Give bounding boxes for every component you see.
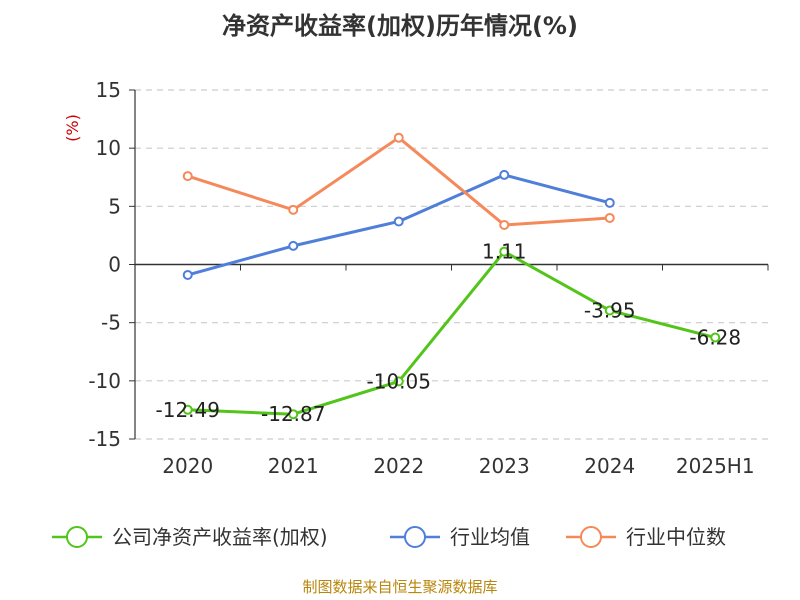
data-point xyxy=(182,269,193,280)
data-point xyxy=(288,204,299,215)
data-point xyxy=(288,240,299,251)
data-point xyxy=(393,376,404,387)
axes xyxy=(129,89,769,440)
data-label: -12.87 xyxy=(261,402,325,426)
data-point xyxy=(499,219,510,230)
data-point xyxy=(393,132,404,143)
x-tick-label: 2021 xyxy=(268,454,319,478)
source-note: 制图数据来自恒生聚源数据库 xyxy=(302,578,497,596)
data-point xyxy=(604,197,615,208)
y-tick-label: 10 xyxy=(96,136,121,160)
series-line-2 xyxy=(187,136,610,227)
x-tick-labels: 2020 2021 2022 2023 2024 2025H1 xyxy=(162,454,754,478)
data-point xyxy=(182,404,193,415)
legend-marker xyxy=(580,526,602,548)
legend-label: 行业均值 xyxy=(450,525,530,549)
legend-label: 公司净资产收益率(加权) xyxy=(112,525,328,549)
y-axis-unit: (%) xyxy=(63,114,82,142)
data-label: -3.95 xyxy=(584,298,636,322)
x-tick-label: 2020 xyxy=(162,454,213,478)
y-tick-label: -5 xyxy=(101,311,121,335)
data-point xyxy=(604,212,615,223)
legend-marker xyxy=(404,526,426,548)
data-label: -12.49 xyxy=(156,398,220,422)
data-labels: -12.49 -12.87 -10.05 1.11 -3.95 -6.28 xyxy=(156,240,742,427)
y-tick-labels: 15 10 5 0 -5 -10 -15 xyxy=(88,78,121,451)
data-point xyxy=(499,246,510,257)
data-point xyxy=(710,332,721,343)
data-point xyxy=(604,305,615,316)
data-point xyxy=(288,409,299,420)
legend-marker xyxy=(66,526,88,548)
legend-item-0: 公司净资产收益率(加权) xyxy=(52,525,328,549)
y-tick-label: 0 xyxy=(108,253,121,277)
legend-item-2: 行业中位数 xyxy=(566,525,726,549)
x-tick-label: 2025H1 xyxy=(676,454,755,478)
data-point xyxy=(393,216,404,227)
legend-item-1: 行业均值 xyxy=(390,525,530,549)
series-lines xyxy=(182,132,721,420)
data-point xyxy=(182,171,193,182)
x-tick-label: 2022 xyxy=(373,454,424,478)
y-tick-label: -15 xyxy=(88,427,121,451)
data-point xyxy=(499,169,510,180)
series-line-0 xyxy=(187,250,716,416)
legend-label: 行业中位数 xyxy=(626,525,726,549)
data-label: -6.28 xyxy=(689,326,741,350)
chart-title: 净资产收益率(加权)历年情况(%) xyxy=(222,12,578,40)
data-label: -10.05 xyxy=(367,369,431,393)
y-tick-label: -10 xyxy=(88,369,121,393)
y-tick-label: 15 xyxy=(96,78,121,102)
y-tick-label: 5 xyxy=(108,194,121,218)
legend: 公司净资产收益率(加权) 行业均值 行业中位数 xyxy=(52,525,726,549)
data-label: 1.11 xyxy=(482,240,527,264)
x-tick-label: 2024 xyxy=(584,454,635,478)
x-tick-label: 2023 xyxy=(479,454,530,478)
